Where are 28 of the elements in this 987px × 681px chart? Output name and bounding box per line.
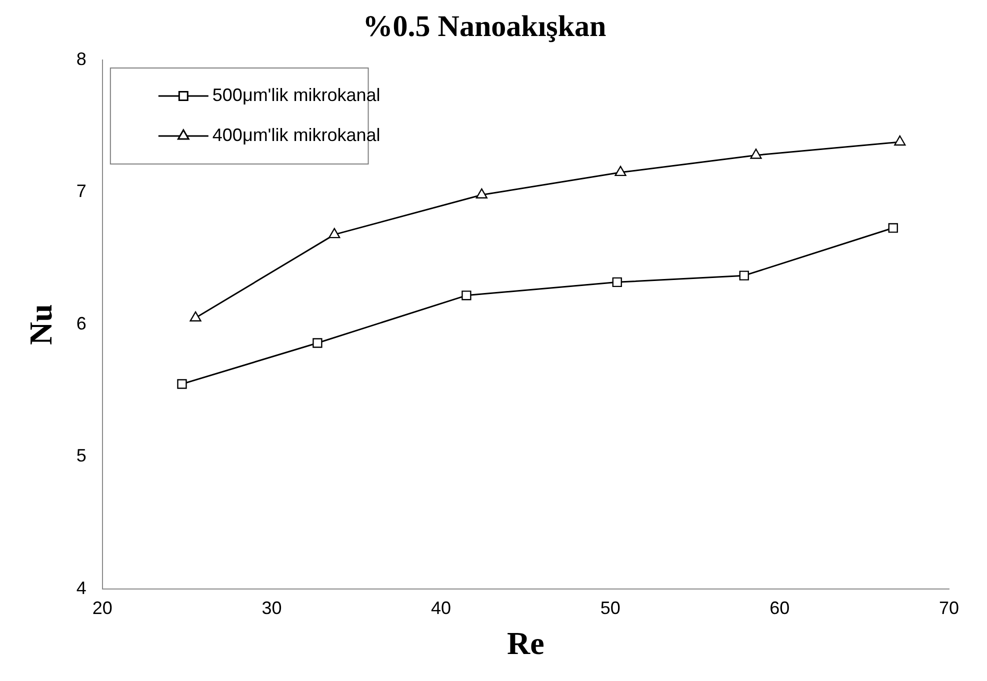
legend-label: 400μm'lik mikrokanal [212, 124, 380, 145]
x-axis-title: Re [507, 625, 544, 662]
y-tick-label: 6 [76, 313, 86, 334]
point [750, 148, 762, 159]
point [739, 270, 749, 280]
point [612, 277, 622, 288]
point [190, 311, 202, 322]
legend-label: 500μm'lik mikrokanal [212, 84, 380, 105]
y-tick-label: 8 [76, 48, 86, 69]
y-axis-title: Nu [22, 304, 58, 345]
chart-title: %0.5 Nanoakışkan [362, 10, 607, 43]
x-tick-label: 40 [431, 598, 452, 618]
point [894, 135, 906, 146]
y-tick-label: 7 [76, 181, 86, 202]
point [328, 228, 340, 238]
point [312, 338, 322, 348]
y-tick-label: 4 [76, 578, 86, 598]
point [177, 379, 187, 389]
x-tick-label: 60 [770, 598, 790, 618]
x-tick-label: 30 [262, 598, 282, 618]
point [614, 166, 626, 176]
x-tick-label: 20 [92, 598, 112, 618]
x-tick-label: 50 [600, 598, 620, 618]
point [888, 223, 898, 233]
y-tick-label: 5 [76, 446, 86, 466]
point [476, 188, 488, 198]
point [462, 290, 472, 300]
x-tick-label: 70 [938, 598, 960, 618]
